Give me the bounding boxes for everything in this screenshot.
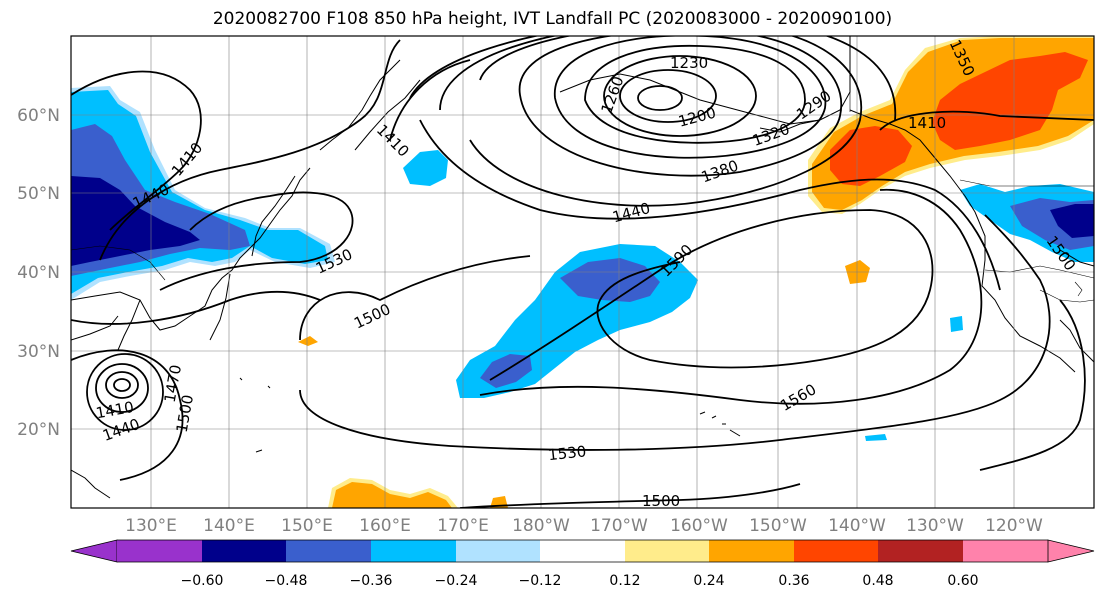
ivt-shade-orange-south [332,482,452,508]
lon-label: 160°W [670,516,728,536]
contour-label: 1410 [908,114,946,132]
colorbar-tick-label: −0.12 [519,573,562,589]
colorbar-tick-label: −0.36 [350,573,393,589]
lat-label: 30°N [17,342,60,362]
colorbar-segment [456,540,540,562]
colorbar-tick-label: 0.36 [778,573,809,589]
colorbar-segment [540,540,625,562]
lon-label: 120°W [985,516,1043,536]
lon-label: 140°E [203,516,255,536]
lon-label: 180°W [512,516,570,536]
colorbar [70,539,1095,563]
lon-label: 170°E [437,516,489,536]
colorbar-tick-label: −0.60 [181,573,224,589]
colorbar-segment [963,540,1048,562]
colorbar-tick-label: −0.48 [265,573,308,589]
ivt-shade-cyan-north-small [403,150,448,186]
coastlines [71,36,1094,499]
negative-ivt-shading [71,86,1094,441]
lat-label: 40°N [17,263,60,283]
colorbar-segment [202,540,286,562]
ivt-shade-cyan-small-east [950,316,963,332]
height-contours [71,36,1094,508]
longitude-labels: 130°E 140°E 150°E 160°E 170°E 180°W 170°… [125,516,1043,536]
colorbar-tick-label: 0.12 [609,573,640,589]
ivt-shade-blue-central-a [560,258,660,302]
ivt-shade-navy-west [71,176,200,266]
colorbar-extend-high [1047,539,1095,563]
colorbar-segment [878,540,963,562]
map-frame [70,35,1095,509]
lon-label: 170°W [590,516,648,536]
figure-title: 2020082700 F108 850 hPa height, IVT Land… [212,9,893,29]
lat-label: 60°N [17,106,60,126]
latitude-labels: 60°N 50°N 40°N 30°N 20°N [17,106,60,440]
colorbar-ticks: −0.60 −0.48 −0.36 −0.24 −0.12 0.12 0.24 … [181,573,979,589]
colorbar-tick-label: −0.24 [435,573,478,589]
ivt-shade-cyan-small-south [865,434,887,441]
ivt-shade-red-ne-b [830,126,912,186]
contour-label: 1230 [670,54,708,72]
colorbar-segment [625,540,709,562]
colorbar-tick-label: 0.60 [947,573,978,589]
colorbar-segment [286,540,371,562]
lon-label: 150°E [281,516,333,536]
contour-label: 1500 [642,492,680,510]
colorbar-segment [794,540,878,562]
lon-label: 130°W [906,516,964,536]
lon-label: 130°E [125,516,177,536]
gridlines [71,36,1094,508]
colorbar-segment [371,540,456,562]
colorbar-segment [117,540,202,562]
ivt-shade-red-ne-a [932,52,1088,150]
lat-label: 50°N [17,184,60,204]
lon-label: 150°W [749,516,807,536]
colorbar-outline [117,539,1048,563]
colorbar-segment [709,540,794,562]
positive-ivt-shading [298,36,1094,508]
ivt-shade-orange-small-west [298,336,318,346]
lat-label: 20°N [17,420,60,440]
lon-label: 140°W [828,516,886,536]
contour-label: 1530 [547,442,587,464]
colorbar-tick-label: 0.24 [693,573,724,589]
colorbar-tick-label: 0.48 [862,573,893,589]
ivt-shade-navy-east [1050,204,1094,238]
lon-label: 160°E [359,516,411,536]
colorbar-extend-low [70,539,118,563]
